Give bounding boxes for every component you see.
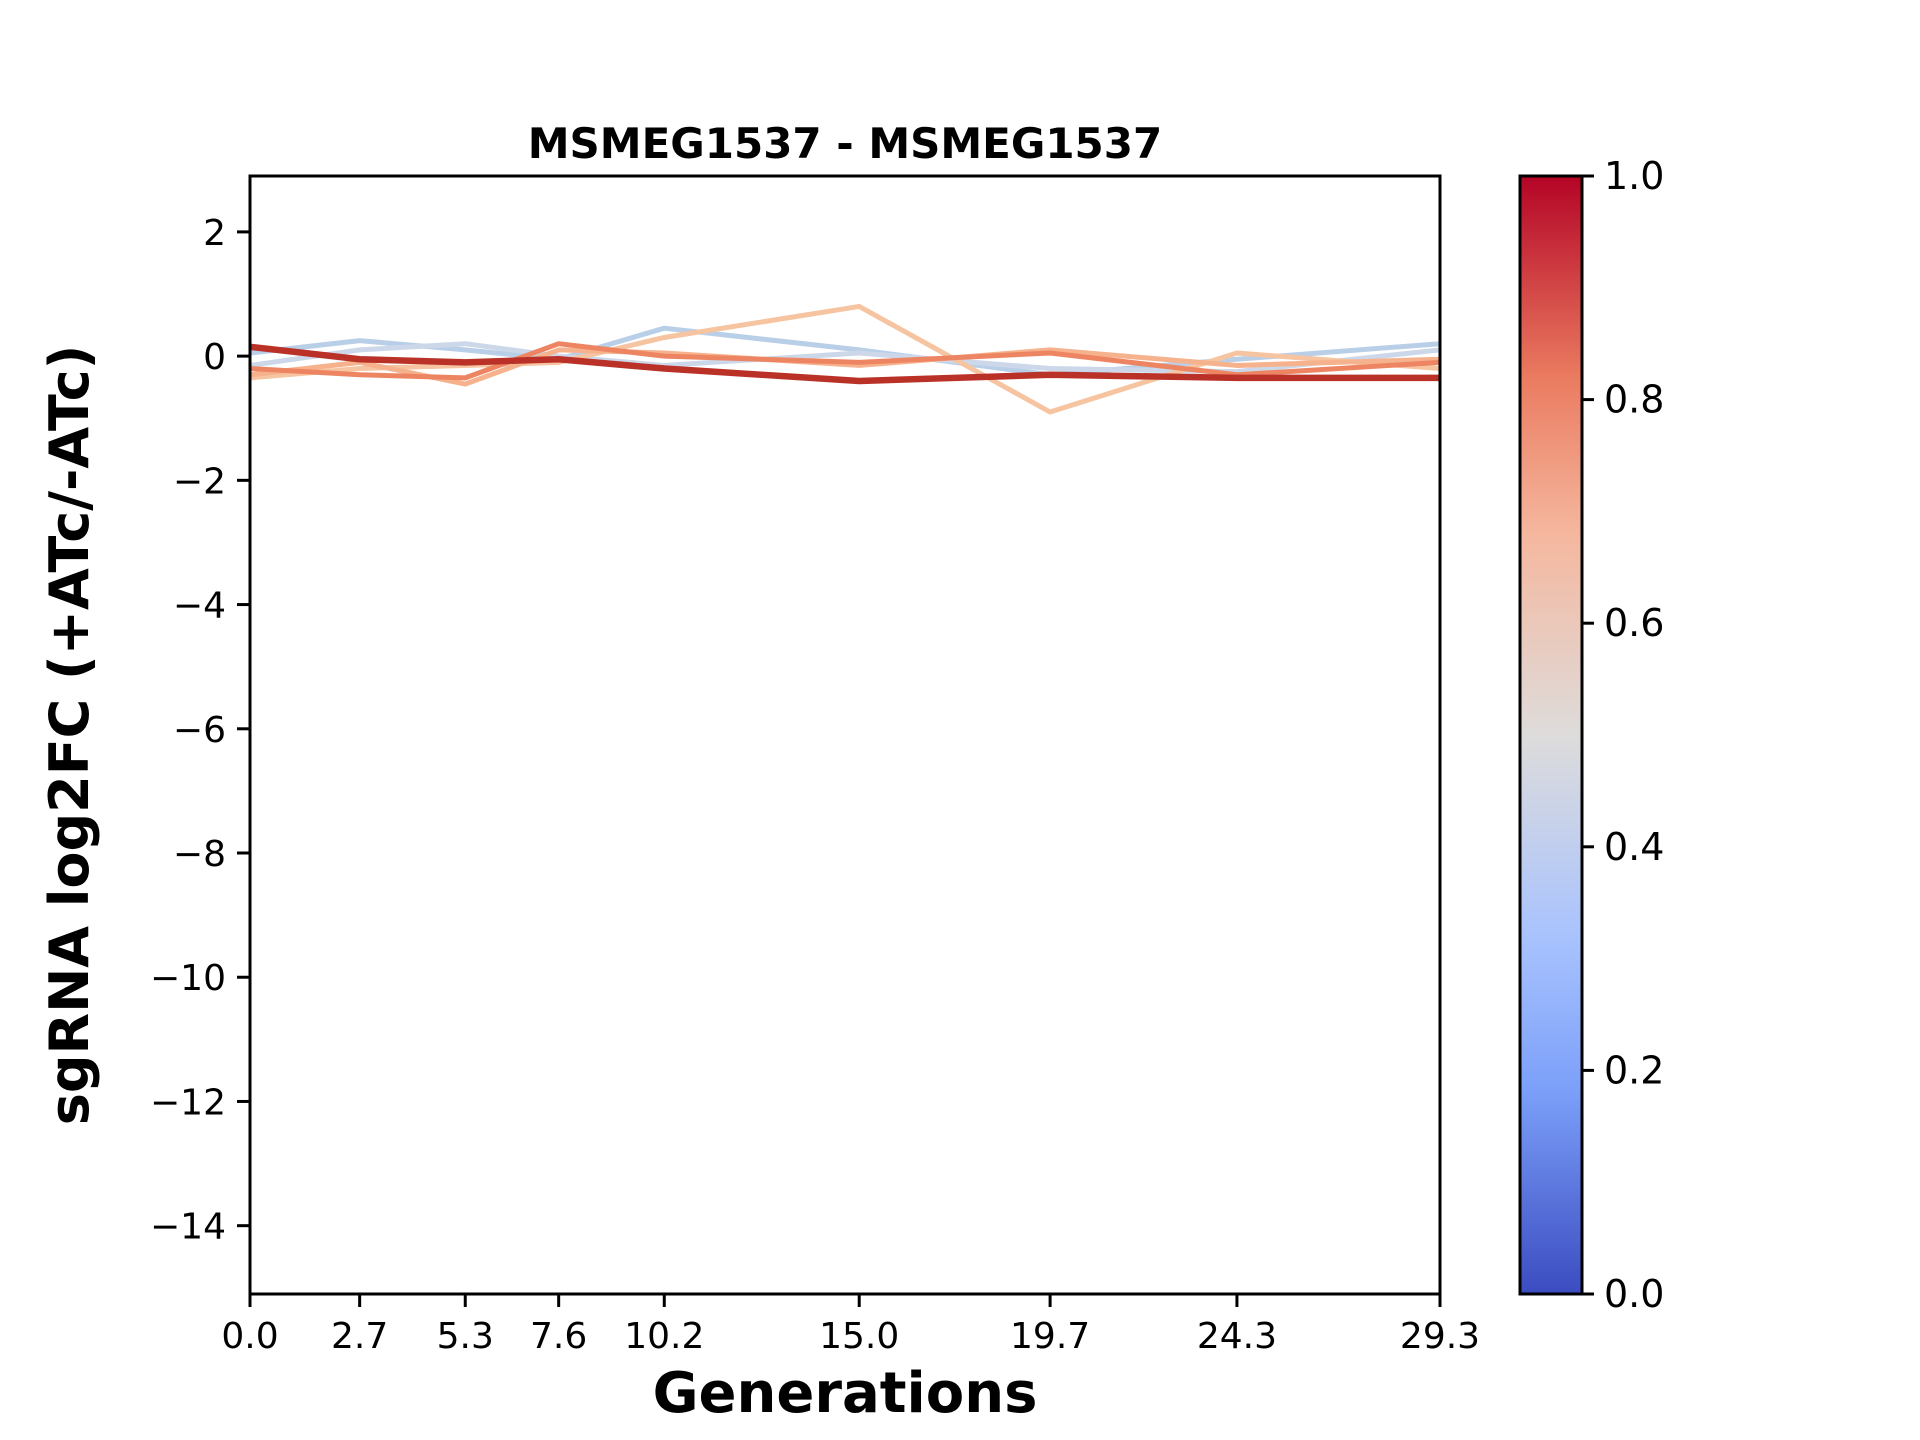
- y-tick-label: 2: [203, 213, 226, 254]
- colorbar-tick-label: 0.2: [1604, 1048, 1664, 1092]
- axis-ticks: 0.0 2.7 5.3 7.6 10.2 15.0 19.7 24.3 29.3 2 0 −2 −4 −6…: [150, 213, 1480, 1357]
- x-tick-label: 7.6: [530, 1316, 587, 1357]
- series-line-0: [250, 325, 1440, 378]
- x-tick-label: 2.7: [331, 1316, 388, 1357]
- x-tick-label: 5.3: [437, 1316, 494, 1357]
- y-tick-label: −12: [150, 1082, 226, 1123]
- y-tick-label: −8: [173, 834, 226, 875]
- x-axis-label: Generations: [653, 1361, 1038, 1426]
- x-tick-label: 0.0: [221, 1316, 278, 1357]
- y-tick-label: −14: [150, 1207, 226, 1248]
- colorbar-tick-label: 1.0: [1604, 154, 1664, 198]
- y-tick-label: −6: [173, 710, 226, 751]
- y-tick-label: −10: [150, 958, 226, 999]
- colorbar: [1518, 174, 1584, 1296]
- x-tick-label: 24.3: [1197, 1316, 1277, 1357]
- series-lines: [250, 303, 1440, 415]
- y-axis-label: sgRNA log2FC (+ATc/-ATc): [38, 345, 101, 1126]
- series-line-4: [250, 341, 1440, 381]
- colorbar-ticks: 1.0 0.8 0.6 0.4 0.2 0.0: [1582, 154, 1664, 1316]
- x-tick-label: 15.0: [819, 1316, 899, 1357]
- plot-border: [248, 174, 1442, 1296]
- series-line-3: [250, 347, 1440, 387]
- series-line-5: [250, 343, 1440, 385]
- x-tick-label: 10.2: [624, 1316, 704, 1357]
- y-tick-label: −4: [173, 586, 226, 627]
- y-tick-label: −2: [173, 461, 226, 502]
- colorbar-tick-label: 0.8: [1604, 378, 1664, 422]
- x-tick-label: 19.7: [1010, 1316, 1090, 1357]
- y-tick-label: 0: [203, 337, 226, 378]
- chart-title: MSMEG1537 - MSMEG1537: [528, 119, 1162, 168]
- colorbar-tick-label: 0.4: [1604, 825, 1664, 869]
- colorbar-tick-label: 0.0: [1604, 1272, 1664, 1316]
- x-tick-label: 29.3: [1400, 1316, 1480, 1357]
- colorbar-tick-label: 0.6: [1604, 601, 1664, 645]
